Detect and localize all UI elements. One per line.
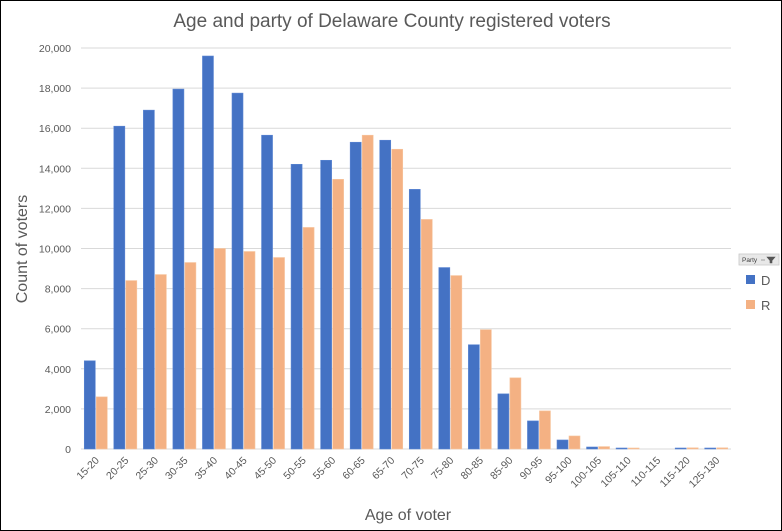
legend-swatch-r [746,300,755,309]
x-tick-label: 110-115 [629,455,664,490]
bar-r-80-85 [480,329,492,450]
bar-r-35-40 [214,248,226,450]
y-tick-label: 18,000 [39,83,71,95]
x-tick-label: 25-30 [134,455,162,483]
bar-r-20-25 [125,280,138,450]
bars [83,55,729,450]
bar-r-30-35 [184,262,197,450]
bar-r-100-105 [598,446,610,450]
bar-r-75-80 [450,275,463,450]
y-tick-label: 0 [65,444,71,456]
bar-r-70-75 [420,219,433,450]
x-axis-ticks: 15-20 20-25 25-30 30-35 35-40 40-45 45-50 50-55… [74,455,722,491]
bar-r-15-20 [95,396,108,450]
x-axis-title: Age of voter [365,507,452,524]
x-tick-label: 65-70 [370,455,398,483]
y-tick-label: 6,000 [45,324,71,336]
x-tick-label: 20-25 [104,455,132,483]
bar-r-65-70 [391,148,404,450]
bar-d-40-45 [231,92,244,450]
x-tick-label: 15-20 [74,455,102,483]
x-tick-label: 35-40 [193,455,221,483]
bar-r-45-50 [273,257,285,450]
x-tick-label: 105-110 [599,455,634,490]
bar-r-60-65 [361,134,374,450]
bar-d-100-105 [586,446,598,450]
x-tick-label: 50-55 [281,455,309,483]
legend: Party D R [738,253,780,313]
bar-d-80-85 [468,344,480,450]
bar-d-30-35 [172,88,185,450]
bar-d-90-95 [527,420,539,450]
bar-d-35-40 [202,55,214,450]
bar-d-115-120 [674,447,687,450]
x-tick-label: 115-120 [658,455,693,490]
x-tick-label: 60-65 [340,455,368,483]
y-tick-label: 4,000 [45,364,71,376]
x-tick-label: 80-85 [459,455,487,483]
bar-d-85-90 [497,393,510,450]
x-tick-label: 85-90 [488,455,516,483]
y-tick-label: 16,000 [39,123,71,135]
y-axis-ticks: 0 2,000 4,000 6,000 8,000 10,000 12,000 14,000 1… [39,43,71,456]
legend-label-d: D [761,273,770,288]
bar-d-50-55 [290,163,303,450]
y-tick-label: 20,000 [39,43,71,55]
y-tick-label: 14,000 [39,163,71,175]
bar-r-125-130 [716,447,729,450]
x-tick-label: 40-45 [222,455,250,483]
bar-d-125-130 [704,447,717,450]
x-tick-label: 45-50 [252,455,280,483]
x-tick-label: 90-95 [518,455,546,483]
bar-r-85-90 [509,377,522,450]
bar-d-25-30 [143,109,155,450]
x-tick-label: 30-35 [163,455,191,483]
x-tick-label: 100-105 [568,455,604,491]
bar-d-55-60 [320,159,332,450]
legend-label-r: R [761,298,770,313]
y-tick-label: 2,000 [45,404,71,416]
legend-filter-button[interactable]: Party [738,253,780,266]
bar-r-95-100 [568,435,581,450]
bar-r-50-55 [302,227,315,450]
legend-swatch-d [746,275,755,284]
bar-r-25-30 [155,274,167,450]
y-tick-label: 8,000 [45,284,71,296]
bar-d-95-100 [556,439,569,450]
legend-title: Party [742,257,758,264]
bar-d-60-65 [349,141,362,450]
x-tick-label: 70-75 [399,455,427,483]
bar-d-105-110 [615,447,628,450]
bar-r-90-95 [539,410,551,450]
bar-d-75-80 [438,267,451,450]
x-tick-label: 75-80 [429,455,457,483]
y-axis-title: Count of voters [14,195,31,304]
x-tick-label: 55-60 [311,455,339,483]
x-tick-label: 125-130 [687,455,723,491]
bar-d-20-25 [113,125,126,450]
bar-r-55-60 [332,179,344,450]
bar-r-105-110 [627,447,640,450]
filter-icon [761,256,776,264]
legend-filter-button-bg[interactable] [738,253,780,266]
bar-d-45-50 [261,134,273,450]
bar-r-115-120 [686,447,699,450]
bar-d-65-70 [379,139,392,450]
y-tick-label: 10,000 [39,244,71,256]
bar-d-70-75 [408,189,421,450]
chart-title: Age and party of Delaware County registe… [173,11,610,32]
y-tick-label: 12,000 [39,203,71,215]
bar-r-40-45 [243,251,256,450]
bar-d-15-20 [83,360,96,450]
